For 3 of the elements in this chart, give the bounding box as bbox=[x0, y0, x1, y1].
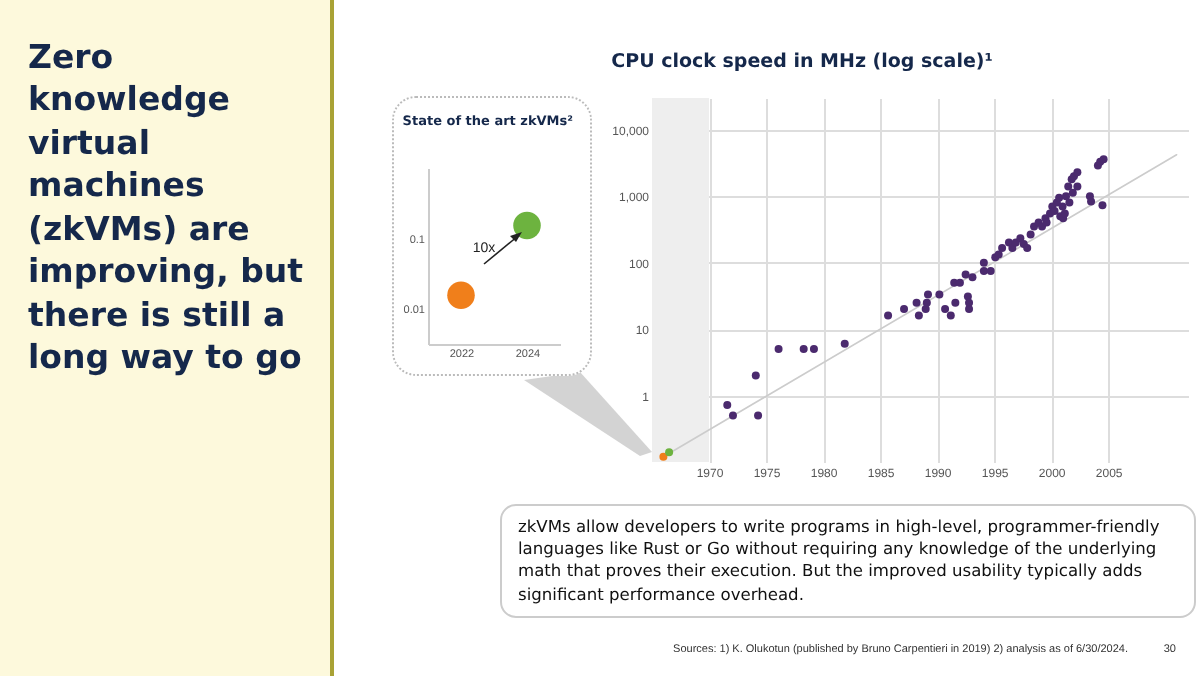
chart-title: CPU clock speed in MHz (log scale)¹ bbox=[611, 51, 993, 73]
text: zkVMs allow developers to write programs in high-level, programmer-friendly languages like Rust or Go without requiring any knowledge of the underlying math that proves their execution. But the improved usability typically adds significant performance overhead. bbox=[500, 504, 1196, 618]
text: Zero knowledge virtual machines (zkVMs) are improving, but there is still a long way to go bbox=[28, 36, 306, 379]
